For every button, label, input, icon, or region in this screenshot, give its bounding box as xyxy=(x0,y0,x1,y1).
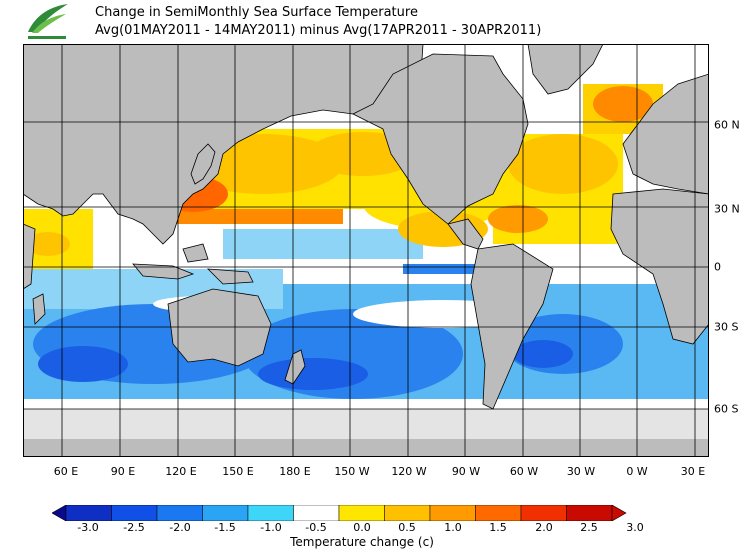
colorbar-segment xyxy=(293,505,340,521)
land-masses xyxy=(23,44,709,410)
lon-tick-label: 60 W xyxy=(509,465,539,478)
colorbar-tick-label: -2.5 xyxy=(123,521,145,534)
lon-tick-label: 30 W xyxy=(566,465,596,478)
colorbar-tick-label: -0.5 xyxy=(305,521,327,534)
lon-tick-label: 90 E xyxy=(110,465,136,478)
leaf-logo-icon xyxy=(28,4,68,39)
lat-tick-label: 60 S xyxy=(714,402,739,416)
colorbar-arrow-low xyxy=(52,505,67,521)
lon-tick-label: 150 W xyxy=(334,465,370,478)
colorbar-tick-label: 2.5 xyxy=(580,521,598,534)
colorbar-segment xyxy=(429,505,476,521)
colorbar-segment xyxy=(111,505,158,521)
lon-tick-label: 150 E xyxy=(222,465,254,478)
colorbar-tick-label: 3.0 xyxy=(626,521,644,534)
colorbar xyxy=(52,505,627,521)
colorbar-segment xyxy=(65,505,112,521)
colorbar-segment xyxy=(384,505,431,521)
lon-tick-label: 90 W xyxy=(451,465,481,478)
lon-tick-label: 0 W xyxy=(626,465,648,478)
lat-tick-label: 60 N xyxy=(714,118,740,132)
lon-tick-label: 180 E xyxy=(279,465,311,478)
graticule xyxy=(23,44,709,457)
colorbar-tick-label: 0.0 xyxy=(353,521,371,534)
colorbar-tick-label: 1.0 xyxy=(444,521,462,534)
colorbar-tick-label: -3.0 xyxy=(77,521,99,534)
lon-tick-label: 30 E xyxy=(680,465,706,478)
chart-title: Change in SemiMonthly Sea Surface Temper… xyxy=(95,5,418,20)
colorbar-segment xyxy=(566,505,613,521)
colorbar-tick-label: -2.0 xyxy=(169,521,191,534)
lat-tick-label: 0 xyxy=(714,260,721,274)
colorbar-units-label: Temperature change (c) xyxy=(290,535,434,549)
colorbar-tick-label: -1.5 xyxy=(214,521,236,534)
lat-tick-label: 30 N xyxy=(714,202,740,216)
colorbar-segment xyxy=(247,505,294,521)
colorbar-segment xyxy=(156,505,203,521)
colorbar-tick-label: 2.0 xyxy=(535,521,553,534)
colorbar-segment xyxy=(520,505,567,521)
lon-tick-label: 120 E xyxy=(165,465,197,478)
lon-tick-label: 60 E xyxy=(53,465,79,478)
chart-subtitle: Avg(01MAY2011 - 14MAY2011) minus Avg(17A… xyxy=(95,23,542,38)
colorbar-tick-label: -1.0 xyxy=(260,521,282,534)
colorbar-tick-label: 0.5 xyxy=(398,521,416,534)
lon-tick-label: 120 W xyxy=(391,465,427,478)
colorbar-tick-label: 1.5 xyxy=(489,521,507,534)
colorbar-segment xyxy=(338,505,385,521)
colorbar-arrow-high xyxy=(611,505,627,521)
colorbar-segment xyxy=(475,505,522,521)
sst-change-map xyxy=(23,44,709,457)
lat-tick-label: 30 S xyxy=(714,320,739,334)
colorbar-segment xyxy=(202,505,249,521)
